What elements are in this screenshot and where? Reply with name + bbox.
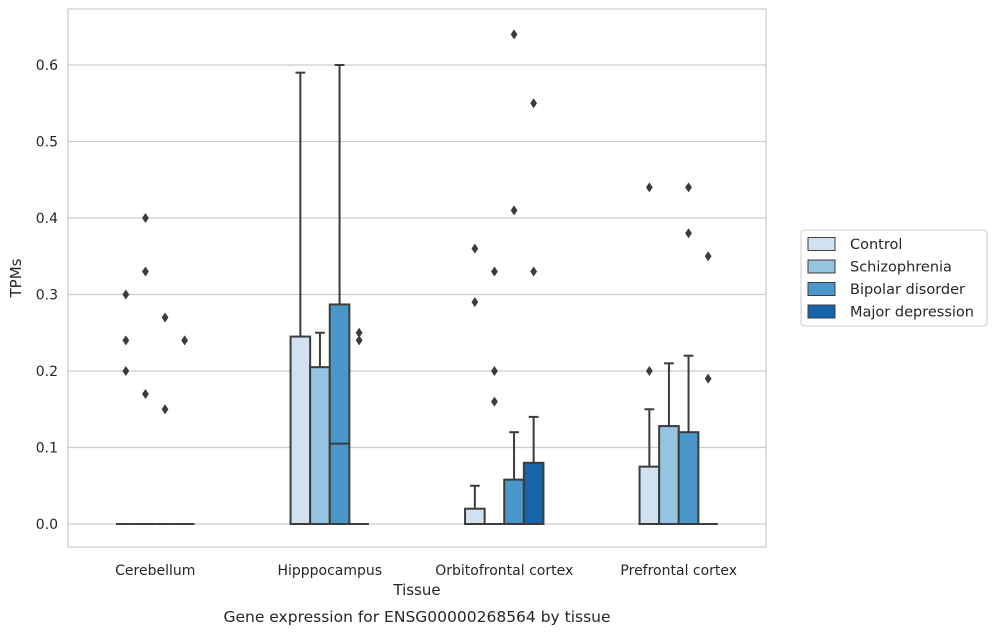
outlier-point — [161, 404, 169, 415]
y-tick-label: 0.5 — [36, 135, 58, 151]
y-tick-label: 0.3 — [36, 288, 58, 304]
box-3-0 — [174, 335, 195, 525]
box-0-0 — [116, 289, 136, 525]
outlier-point — [355, 327, 363, 338]
box — [503, 478, 525, 526]
y-axis-ticks: 0.0 0.1 0.2 0.3 0.4 0.5 0.6 — [36, 58, 58, 533]
outlier-point — [142, 388, 149, 399]
box — [638, 465, 661, 525]
box-2-3 — [677, 182, 700, 526]
y-tick-label: 0.1 — [36, 441, 58, 457]
box — [658, 425, 680, 525]
outlier-point — [491, 366, 498, 376]
box-0-2 — [464, 243, 486, 526]
box — [522, 461, 545, 525]
box-3-1 — [349, 327, 369, 525]
legend-label: Major depression — [850, 305, 974, 321]
legend-label: Bipolar disorder — [850, 282, 965, 298]
box — [328, 303, 351, 525]
box — [309, 366, 331, 525]
box-0-3 — [638, 182, 661, 525]
legend-frame — [800, 229, 988, 327]
box — [289, 335, 312, 526]
outlier-point — [142, 266, 149, 277]
box-1-2 — [484, 266, 505, 525]
legend-swatch — [807, 259, 836, 274]
outlier-point — [491, 266, 498, 277]
box-3-3 — [698, 251, 718, 525]
box-2-1 — [328, 64, 351, 525]
box — [677, 431, 700, 526]
outlier-point — [142, 213, 149, 223]
x-tick-label: Prefrontal cortex — [620, 563, 737, 579]
y-tick-label: 0.0 — [36, 517, 58, 533]
box-1-1 — [309, 331, 331, 525]
y-tick-label: 0.2 — [36, 364, 58, 380]
outlier-point — [510, 29, 518, 40]
legend-swatch — [807, 282, 836, 296]
outlier-point — [685, 228, 692, 239]
outlier-point — [704, 373, 712, 384]
outlier-point — [704, 251, 712, 262]
outlier-point — [181, 335, 189, 346]
y-tick-label: 0.6 — [36, 58, 58, 74]
x-axis-ticks: Cerebellum Hipppocampus Orbitofrontal cort… — [115, 563, 737, 579]
box-2-0 — [155, 312, 175, 525]
outlier-point — [355, 335, 363, 346]
outlier-point — [510, 205, 518, 216]
legend-label: Control — [850, 237, 902, 253]
box-3-2 — [522, 98, 545, 525]
plot-area-frame — [67, 8, 767, 548]
x-tick-label: Orbitofrontal cortex — [435, 563, 573, 579]
outlier-point — [530, 266, 538, 277]
outlier-point — [530, 98, 538, 109]
legend-label: Schizophrenia — [850, 260, 952, 276]
outlier-point — [471, 243, 479, 254]
legend-swatch — [807, 304, 836, 319]
x-tick-label: Hipppocampus — [277, 563, 382, 579]
box-plot-series — [116, 29, 718, 526]
y-gridlines — [68, 64, 766, 525]
legend-swatch — [807, 237, 836, 251]
box-0-1 — [289, 71, 312, 526]
y-tick-label: 0.4 — [36, 211, 58, 227]
outlier-point — [122, 335, 130, 346]
box-1-3 — [658, 362, 680, 525]
chart-caption: Gene expression for ENSG00000268564 by t… — [223, 608, 610, 626]
legend: Control Schizophrenia Bipolar disorder Majo… — [800, 229, 988, 327]
x-tick-label: Cerebellum — [115, 563, 195, 579]
outlier-point — [645, 182, 653, 193]
box-2-2 — [503, 29, 525, 526]
outlier-point — [122, 289, 130, 300]
outlier-point — [122, 366, 130, 376]
box-1-0 — [135, 213, 156, 525]
x-axis-label: Tissue — [392, 581, 440, 599]
outlier-point — [491, 396, 498, 407]
outlier-point — [685, 182, 692, 193]
y-axis-label: TPMs — [7, 258, 25, 298]
box — [464, 507, 486, 526]
outlier-point — [471, 297, 479, 308]
outlier-point — [645, 366, 653, 376]
outlier-point — [161, 312, 169, 323]
